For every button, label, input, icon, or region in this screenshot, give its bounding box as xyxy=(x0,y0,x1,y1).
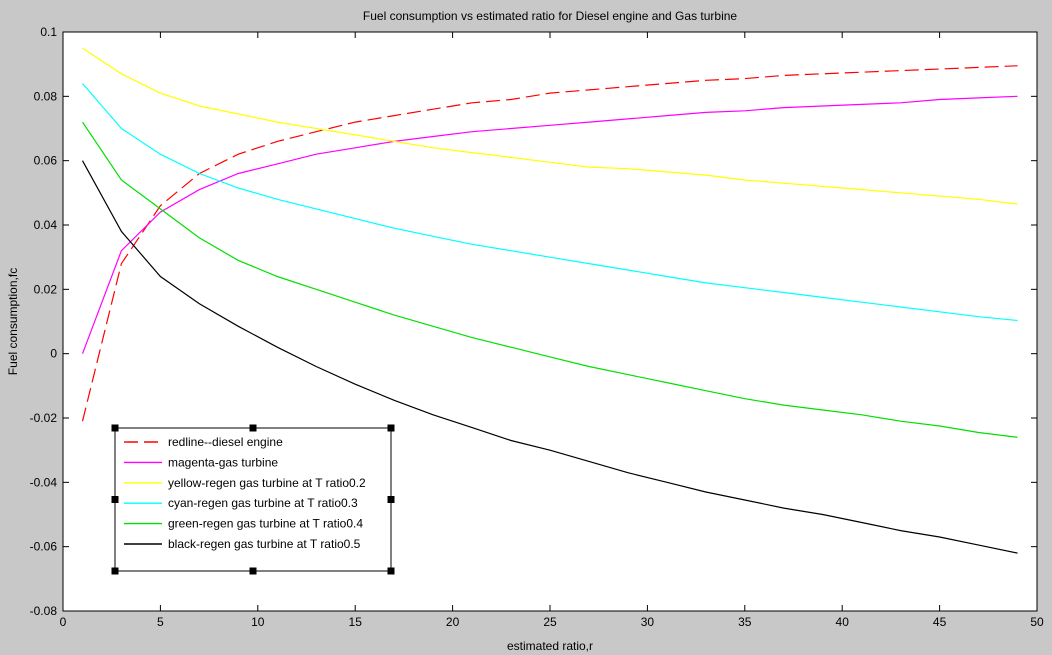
x-axis-label: estimated ratio,r xyxy=(507,639,593,653)
series-line-0 xyxy=(81,65,1018,422)
x-tick-label: 40 xyxy=(836,615,850,629)
legend-resize-handle[interactable] xyxy=(111,424,119,432)
x-tick-label: 45 xyxy=(933,615,947,629)
legend-resize-handle[interactable] xyxy=(249,567,257,575)
legend[interactable]: redline--diesel engine magenta-gas turbin… xyxy=(111,424,395,575)
legend-label-1: magenta-gas turbine xyxy=(168,455,278,469)
x-tick-label: 35 xyxy=(738,615,752,629)
legend-box[interactable] xyxy=(114,427,392,572)
x-tick-label: 20 xyxy=(446,615,460,629)
series-line-3 xyxy=(82,83,1018,322)
y-tick-label: 0 xyxy=(50,347,57,361)
y-tick-label: -0.04 xyxy=(30,475,58,489)
series-line-2 xyxy=(82,47,1018,205)
legend-label-4: green-regen gas turbine at T ratio0.4 xyxy=(168,517,363,531)
axis-ticks: 0 5 10 15 20 25 30 35 40 45 50 -0.08 -0.06 -0.04 -0.02… xyxy=(30,25,1044,629)
chart-title: Fuel consumption vs estimated ratio for … xyxy=(363,9,738,23)
y-tick-label: -0.06 xyxy=(30,540,58,554)
x-tick-label: 25 xyxy=(543,615,557,629)
y-tick-label: 0.02 xyxy=(34,282,58,296)
legend-label-5: black-regen gas turbine at T ratio0.5 xyxy=(168,537,361,551)
legend-resize-handle[interactable] xyxy=(387,496,395,503)
y-tick-label: 0.08 xyxy=(34,89,58,103)
legend-resize-handle[interactable] xyxy=(111,496,119,503)
series-line-1 xyxy=(81,95,1018,354)
x-tick-label: 50 xyxy=(1030,615,1044,629)
series-line-4 xyxy=(82,121,1018,438)
x-tick-label: 0 xyxy=(60,615,67,629)
y-tick-label: -0.08 xyxy=(30,604,58,618)
y-axis-label: Fuel consumption,fc xyxy=(6,268,20,375)
legend-label-0: redline--diesel engine xyxy=(168,435,283,449)
x-tick-label: 15 xyxy=(349,615,363,629)
series-line-5 xyxy=(81,160,1018,554)
legend-resize-handle[interactable] xyxy=(387,424,395,432)
legend-resize-handle[interactable] xyxy=(249,424,257,432)
x-tick-label: 30 xyxy=(641,615,655,629)
legend-resize-handle[interactable] xyxy=(111,567,119,575)
y-tick-label: -0.02 xyxy=(30,411,58,425)
y-tick-label: 0.06 xyxy=(34,154,58,168)
x-tick-label: 10 xyxy=(251,615,265,629)
y-tick-label: 0.04 xyxy=(34,218,58,232)
y-tick-label: 0.1 xyxy=(40,25,57,39)
x-tick-label: 5 xyxy=(157,615,164,629)
legend-label-3: cyan-regen gas turbine at T ratio0.3 xyxy=(168,496,358,510)
legend-label-2: yellow-regen gas turbine at T ratio0.2 xyxy=(168,476,366,490)
series-lines xyxy=(81,47,1018,554)
legend-resize-handle[interactable] xyxy=(387,567,395,575)
